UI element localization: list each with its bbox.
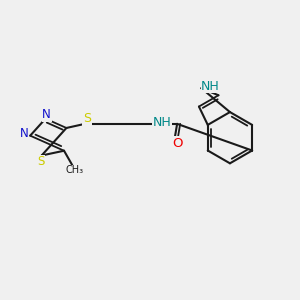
Text: NH: NH (152, 116, 171, 129)
Text: CH₃: CH₃ (65, 165, 83, 175)
Text: O: O (172, 137, 182, 150)
Text: S: S (37, 155, 44, 168)
Text: S: S (83, 112, 91, 125)
Text: N: N (20, 127, 28, 140)
Text: NH: NH (201, 80, 220, 93)
Text: N: N (42, 108, 51, 121)
